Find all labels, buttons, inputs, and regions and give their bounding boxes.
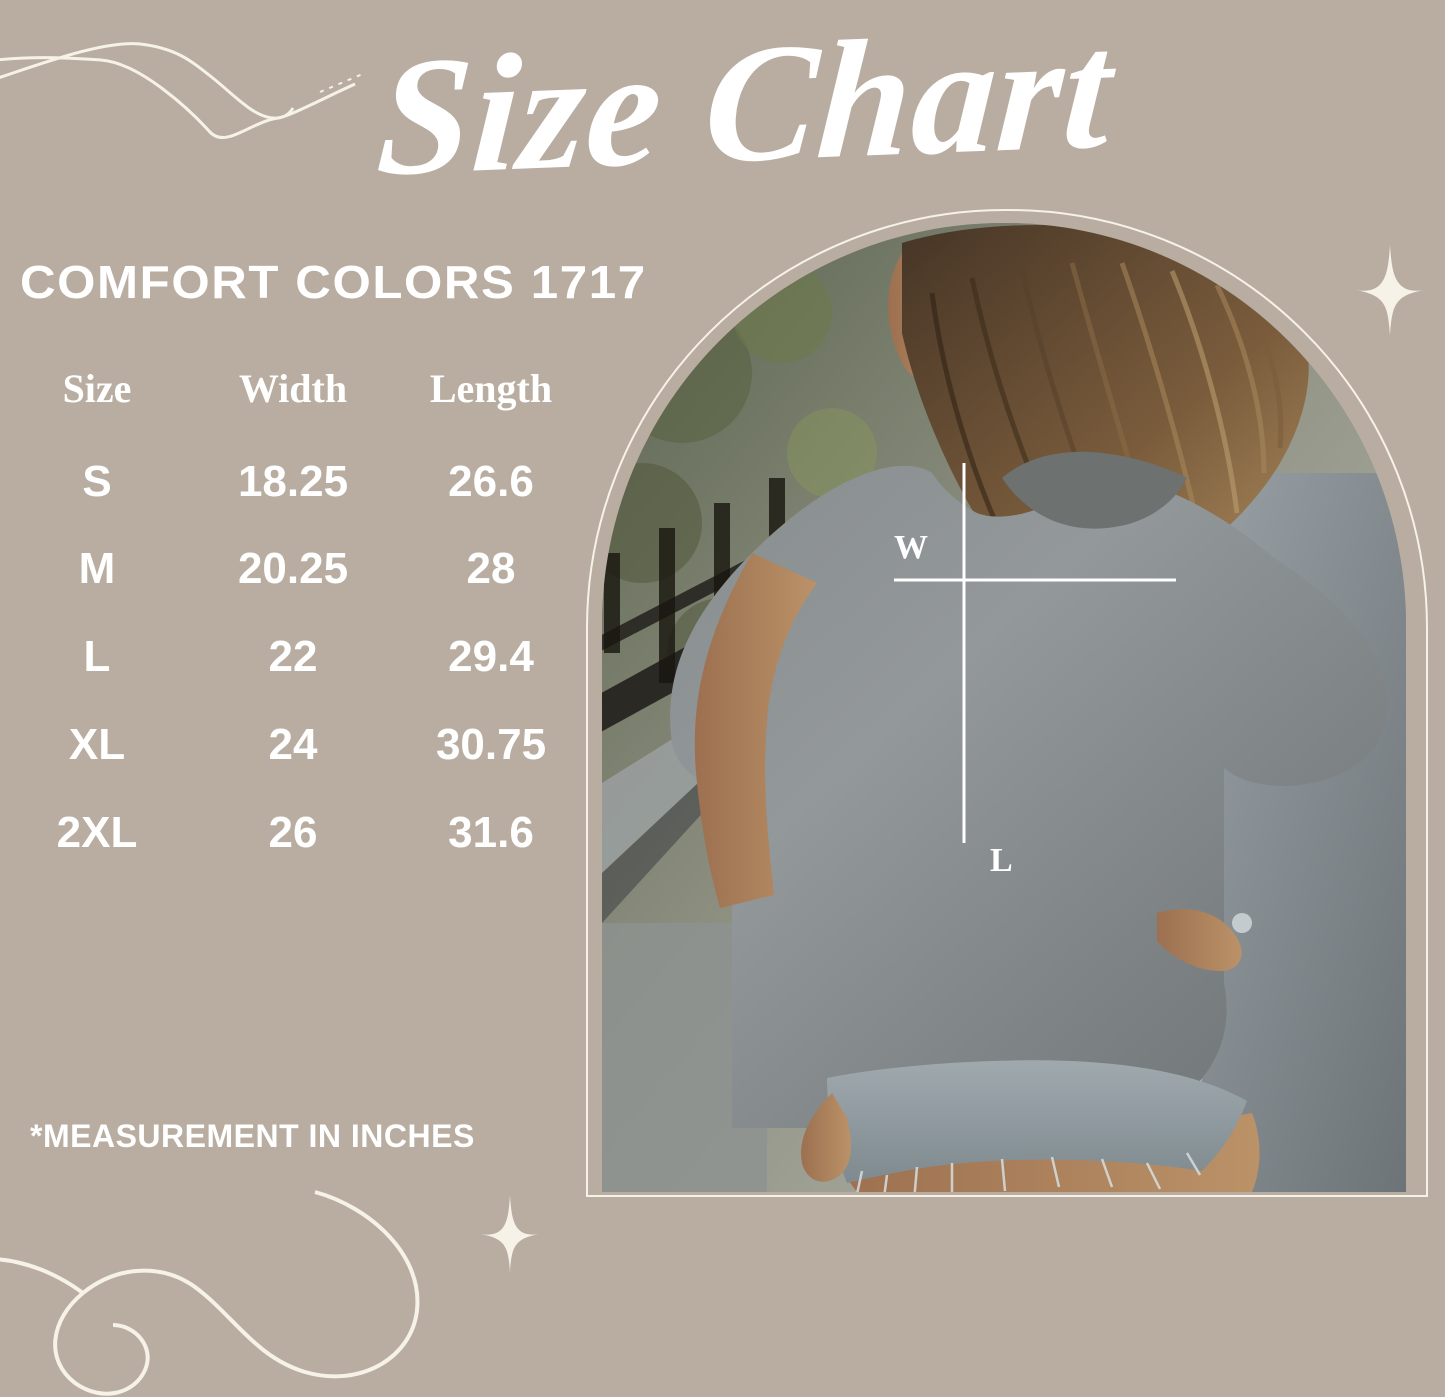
svg-text:W: W [894,529,928,566]
svg-text:L: L [990,842,1013,879]
